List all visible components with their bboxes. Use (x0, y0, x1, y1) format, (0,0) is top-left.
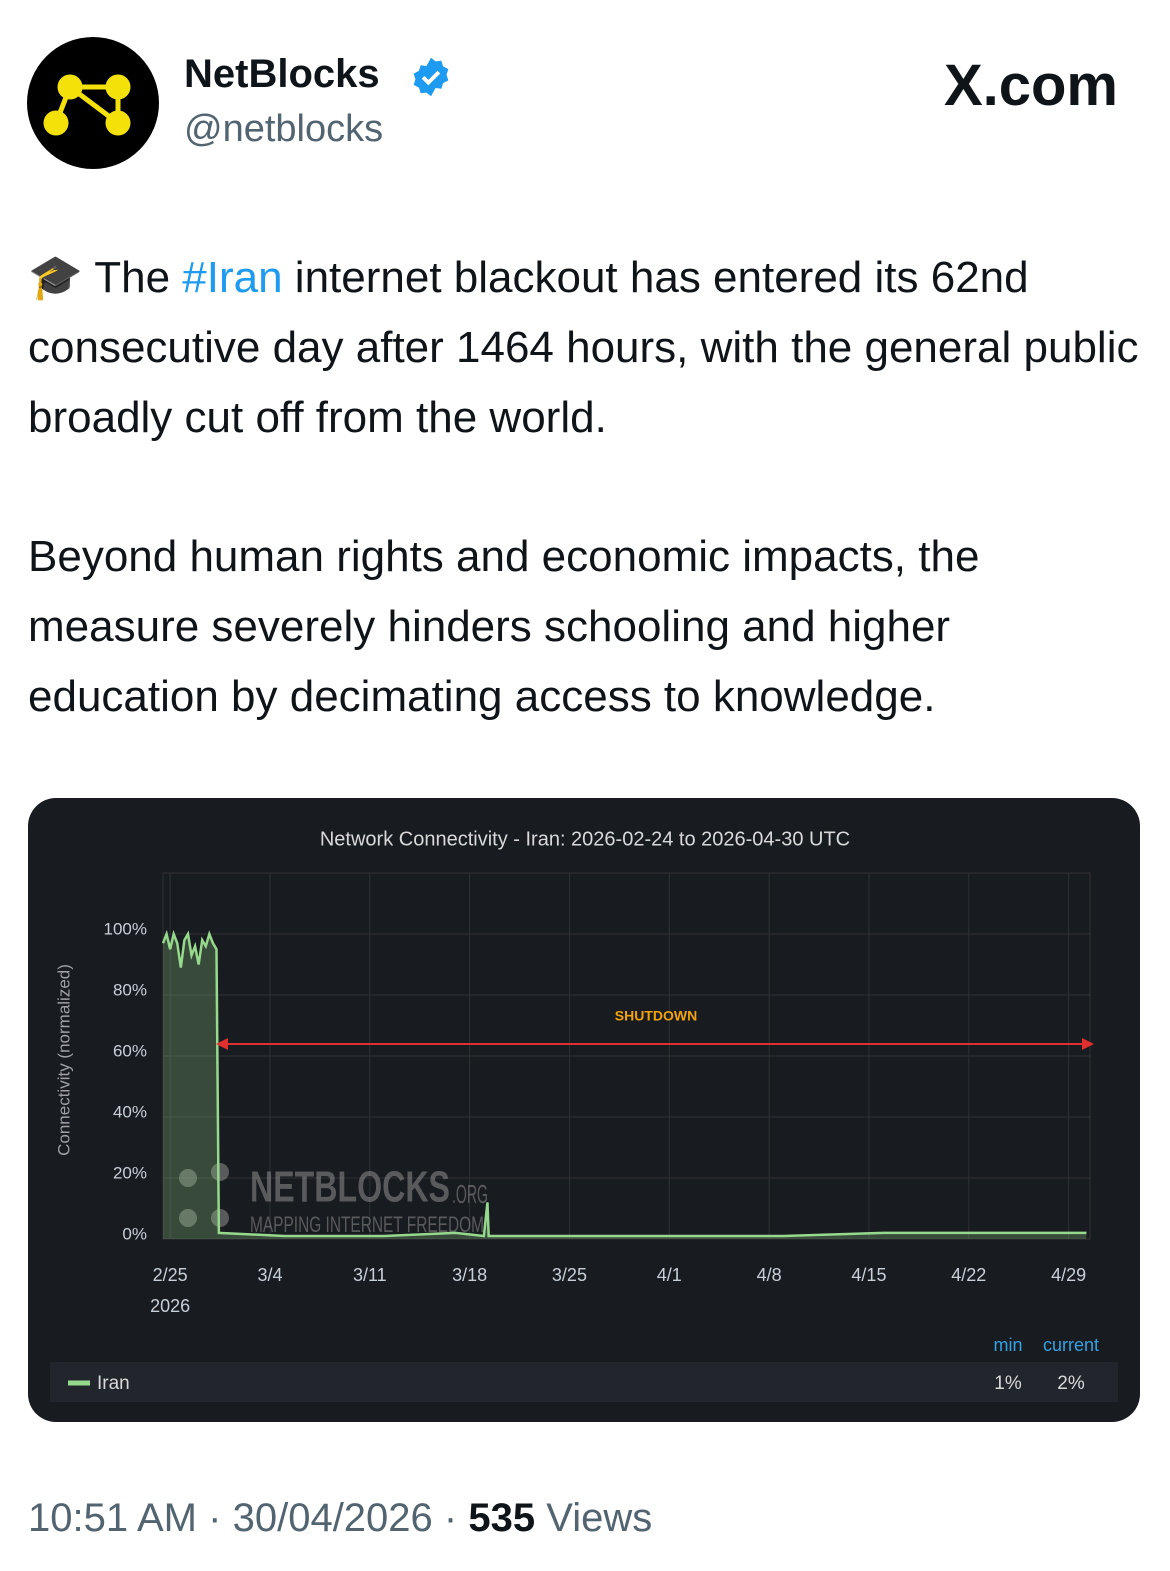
y-tick-label: 60% (113, 1041, 147, 1060)
y-tick-label: 100% (104, 919, 147, 938)
site-logo: X.com (943, 53, 1118, 118)
x-tick-label: 3/4 (257, 1265, 282, 1285)
chart: Network Connectivity - Iran: 2026-02-24 … (50, 828, 1118, 1402)
y-axis-label: Connectivity (normalized) (54, 964, 73, 1156)
separator: · (208, 1496, 222, 1540)
x-tick-label: 4/15 (851, 1265, 886, 1285)
time: 10:51 AM (28, 1496, 198, 1540)
x-tick-label: 4/29 (1051, 1265, 1086, 1285)
x-year-label: 2026 (150, 1296, 190, 1316)
tweet-footer: 10:51 AM · 30/04/2026 · 535 Views (28, 1496, 652, 1541)
avatar[interactable] (26, 36, 160, 170)
view-count: 535 (468, 1496, 536, 1540)
tweet-paragraph: Beyond human rights and economic impacts… (28, 532, 980, 721)
watermark-title: NETBLOCKS (250, 1163, 450, 1212)
legend-row (50, 1362, 1118, 1402)
x-tick-label: 3/11 (353, 1265, 387, 1285)
y-tick-label: 20% (113, 1163, 147, 1182)
legend-label: Iran (97, 1373, 130, 1394)
watermark-dot (211, 1209, 229, 1227)
x-tick-label: 3/18 (452, 1265, 487, 1285)
watermark-dot (179, 1169, 197, 1187)
x-tick-label: 3/25 (552, 1265, 587, 1285)
y-tick-label: 80% (113, 980, 147, 999)
hashtag[interactable]: #Iran (182, 253, 283, 302)
watermark-suffix: .ORG (452, 1179, 488, 1209)
legend-stat-value: 2% (1057, 1373, 1085, 1394)
x-tick-label: 4/22 (951, 1265, 986, 1285)
author-handle[interactable]: @netblocks (184, 108, 384, 150)
text: 🎓 The (28, 253, 183, 302)
x-tick-label: 2/25 (153, 1265, 188, 1285)
watermark-dot (179, 1209, 197, 1227)
y-tick-label: 40% (113, 1102, 147, 1121)
annotation: SHUTDOWN (615, 1008, 697, 1024)
series-line (161, 929, 1087, 1238)
legend-stat-header: current (1043, 1335, 1099, 1355)
y-tick-label: 0% (122, 1224, 147, 1243)
tweet-paragraph: 🎓 The #Iran internet blackout has entere… (28, 243, 1148, 453)
legend-stat-header: min (993, 1335, 1022, 1355)
author-name[interactable]: NetBlocks (184, 52, 380, 96)
text: internet blackout has entered its 62nd c… (28, 253, 1139, 442)
watermark-dot (211, 1163, 229, 1181)
chart-image[interactable]: Network Connectivity - Iran: 2026-02-24 … (28, 798, 1140, 1422)
x-tick-label: 4/8 (757, 1265, 782, 1285)
date: 30/04/2026 (232, 1496, 433, 1540)
legend-stat-value: 1% (994, 1373, 1022, 1394)
separator: · (443, 1496, 458, 1540)
chart-title: Network Connectivity - Iran: 2026-02-24 … (320, 828, 850, 850)
x-tick-label: 4/1 (657, 1265, 682, 1285)
views-label: Views (546, 1496, 653, 1540)
verified-badge (413, 57, 449, 97)
